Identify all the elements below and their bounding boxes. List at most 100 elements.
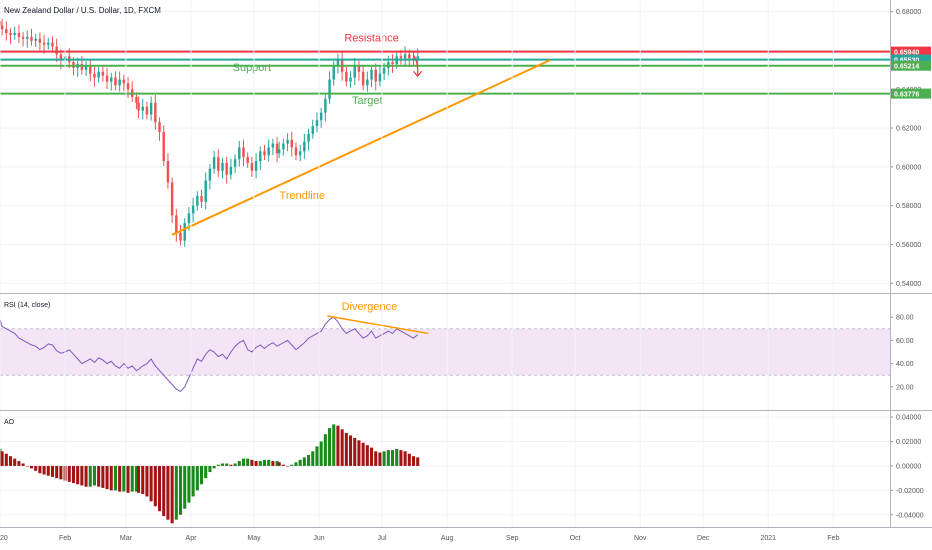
annotation-trendline: Trendline	[280, 190, 325, 202]
candle-body	[332, 65, 335, 80]
price-label: 0.65214	[894, 64, 919, 71]
price-label: 0.65940	[894, 49, 919, 56]
candle	[0, 16, 2, 31]
ao-bar	[382, 451, 386, 466]
candle	[275, 137, 279, 163]
price-pane[interactable]: 0.680000.660000.640000.620000.600000.580…	[0, 9, 931, 288]
ao-bar	[162, 465, 166, 517]
ao-bar	[212, 465, 216, 469]
ao-bar	[403, 451, 407, 466]
ao-bar	[183, 465, 187, 509]
time-axis[interactable]: 2020 Feb Mar Apr May Jun Jul Aug Sep Oct Nov Dec 202…	[0, 0, 839, 542]
candle	[131, 81, 134, 102]
candle	[110, 72, 113, 91]
candle-body	[158, 122, 161, 132]
candle	[229, 158, 233, 180]
ao-bar	[361, 442, 365, 466]
candle	[200, 189, 203, 209]
ao-bar	[92, 465, 96, 486]
ao-bar	[0, 451, 4, 466]
candle-body	[221, 162, 224, 171]
ao-bar	[411, 456, 416, 466]
candle-body	[55, 46, 58, 55]
ao-bar	[357, 440, 361, 466]
candle	[0, 18, 4, 36]
x-tick-label: Apr	[186, 535, 198, 542]
ao-bar	[365, 445, 369, 466]
ao-bar	[38, 465, 42, 474]
price-label-bg	[891, 88, 931, 99]
price-label-bg	[891, 54, 931, 65]
candle-body	[183, 223, 186, 241]
ao-bar	[250, 459, 254, 466]
y-tick-label: 80.00	[896, 315, 914, 322]
ao-bar	[84, 465, 88, 487]
rsi-line[interactable]	[0, 316, 419, 393]
ao-bar	[246, 458, 250, 466]
ao-bar	[141, 465, 145, 495]
candle-body	[277, 149, 281, 154]
trendline[interactable]	[171, 59, 551, 236]
ao-title: AO	[4, 419, 15, 426]
candle-body	[175, 215, 178, 233]
candle-body	[259, 151, 262, 162]
ao-bar	[407, 453, 411, 466]
candle	[145, 101, 149, 120]
candle-body	[254, 161, 258, 171]
ao-bar	[101, 465, 105, 488]
candle-body	[374, 69, 377, 82]
ao-bar	[311, 451, 315, 466]
candle	[162, 125, 165, 166]
annotation-support: Support	[233, 62, 272, 74]
ao-bar	[118, 465, 122, 492]
x-tick-label: Sep	[506, 535, 519, 542]
candle	[158, 117, 161, 141]
ao-bar	[195, 465, 199, 491]
candle-body	[229, 166, 233, 175]
divergence-line[interactable]	[327, 315, 429, 335]
candle	[34, 33, 37, 47]
ao-pane[interactable]: 0.04000 0.02000 0.00000 -0.02000 -0.04000 AO	[0, 415, 924, 524]
ao-bar	[233, 463, 237, 466]
ao-bar	[97, 465, 101, 487]
ao-bar	[178, 465, 183, 515]
candle-body	[242, 147, 245, 158]
candle-body	[42, 42, 46, 45]
candle	[208, 163, 212, 190]
candle-body	[84, 65, 88, 70]
candle	[319, 107, 323, 128]
candle-body	[246, 157, 249, 163]
candle-body	[250, 162, 254, 171]
y-tick-label: 40.00	[896, 361, 914, 368]
candle-body	[370, 69, 373, 80]
candle-body	[97, 71, 100, 78]
ao-bar	[294, 462, 298, 466]
candle	[254, 153, 258, 179]
y-tick-label: 0.04000	[896, 415, 921, 422]
ao-bar	[67, 465, 71, 482]
candle	[17, 25, 21, 44]
candle	[166, 153, 170, 189]
candle-body	[47, 42, 50, 45]
candle-body	[17, 32, 21, 37]
x-tick-label: Nov	[634, 535, 647, 542]
candle	[196, 191, 199, 211]
candle-body	[59, 54, 63, 61]
annotation-target: Target	[352, 95, 383, 107]
y-tick-label: 0.62000	[896, 126, 921, 133]
ao-bar	[395, 448, 399, 466]
candle-body	[382, 67, 386, 74]
candle	[361, 65, 365, 91]
ao-bar	[225, 463, 229, 466]
ao-bar	[286, 465, 290, 467]
candle	[370, 65, 373, 88]
candle-body	[187, 213, 191, 224]
candle-body	[30, 36, 33, 41]
ao-bar	[134, 465, 138, 492]
ao-bar	[204, 465, 208, 479]
rsi-pane[interactable]: 80.00 60.00 40.00 20.00 Divergence RSI (14, c…	[0, 301, 914, 393]
candle-body	[357, 65, 361, 72]
candle-body	[353, 65, 356, 78]
ao-bar	[328, 428, 332, 466]
